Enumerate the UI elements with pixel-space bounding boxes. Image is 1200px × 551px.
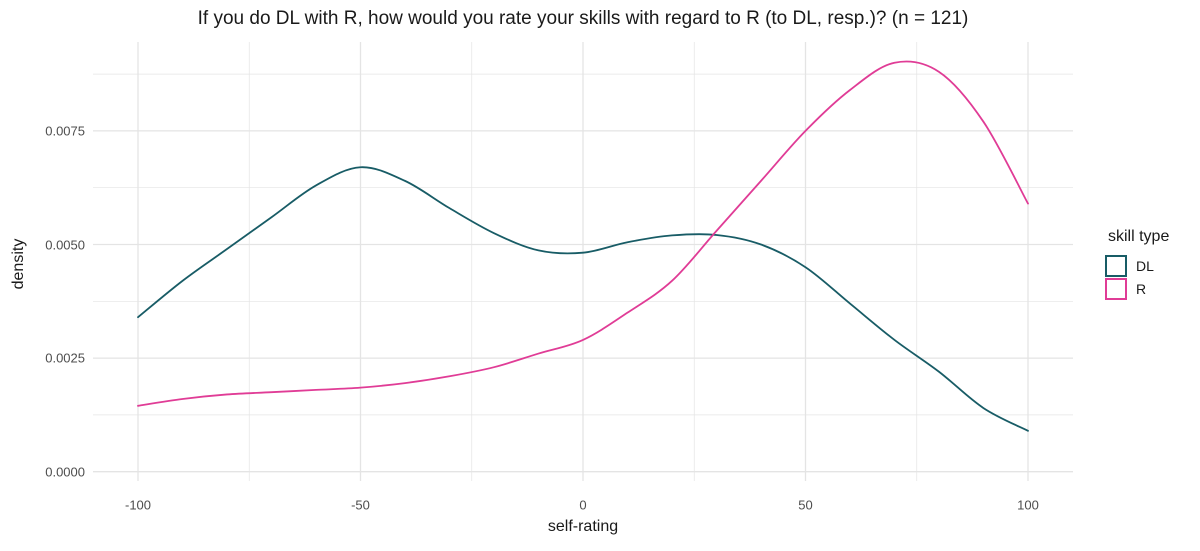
chart-title: If you do DL with R, how would you rate …	[197, 8, 969, 29]
legend-key-dl-icon	[1105, 255, 1127, 277]
density-curve-r	[137, 60, 1029, 407]
legend-entry-r: R	[1105, 278, 1169, 300]
density-curve-dl	[137, 166, 1029, 432]
x-tick-label: 0	[579, 497, 587, 513]
y-tick-label: 0.0075	[45, 123, 85, 139]
x-tick-label: -100	[124, 497, 152, 513]
legend-label-dl: DL	[1136, 258, 1154, 274]
y-tick-label: 0.0025	[45, 350, 85, 366]
legend: skill type DL R	[1105, 228, 1169, 301]
legend-key-r-icon	[1105, 278, 1127, 300]
legend-label-r: R	[1136, 281, 1147, 297]
y-tick-label: 0.0000	[45, 464, 85, 480]
x-tick-label: -50	[351, 497, 370, 513]
y-tick-label: 0.0050	[45, 237, 85, 252]
x-tick-label: 100	[1017, 497, 1039, 513]
legend-entry-dl: DL	[1105, 255, 1169, 277]
x-tick-label: 50	[798, 497, 813, 513]
x-axis-title: self-rating	[547, 518, 619, 535]
legend-title: skill type	[1108, 228, 1170, 245]
